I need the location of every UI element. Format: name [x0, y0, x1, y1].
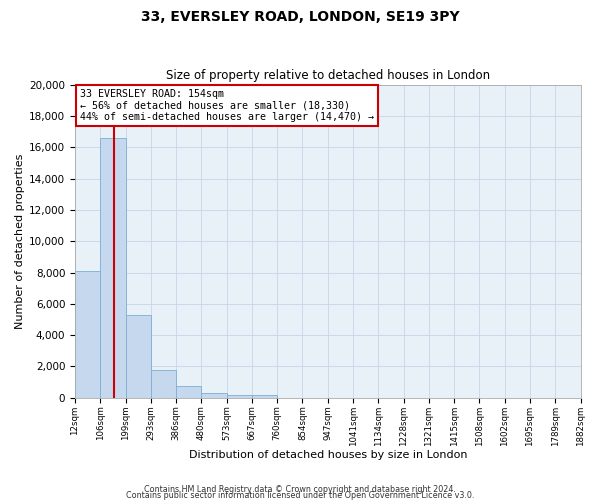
Bar: [252, 396, 277, 398]
Bar: [227, 394, 252, 398]
Bar: [202, 393, 227, 398]
Text: 33, EVERSLEY ROAD, LONDON, SE19 3PY: 33, EVERSLEY ROAD, LONDON, SE19 3PY: [140, 10, 460, 24]
Bar: [125, 315, 151, 398]
Title: Size of property relative to detached houses in London: Size of property relative to detached ho…: [166, 69, 490, 82]
Bar: [151, 370, 176, 398]
Text: Contains public sector information licensed under the Open Government Licence v3: Contains public sector information licen…: [126, 490, 474, 500]
Bar: [176, 386, 202, 398]
Text: Contains HM Land Registry data © Crown copyright and database right 2024.: Contains HM Land Registry data © Crown c…: [144, 485, 456, 494]
Y-axis label: Number of detached properties: Number of detached properties: [15, 154, 25, 329]
Text: 33 EVERSLEY ROAD: 154sqm
← 56% of detached houses are smaller (18,330)
44% of se: 33 EVERSLEY ROAD: 154sqm ← 56% of detach…: [80, 90, 374, 122]
X-axis label: Distribution of detached houses by size in London: Distribution of detached houses by size …: [188, 450, 467, 460]
Bar: [75, 271, 100, 398]
Bar: [100, 138, 125, 398]
